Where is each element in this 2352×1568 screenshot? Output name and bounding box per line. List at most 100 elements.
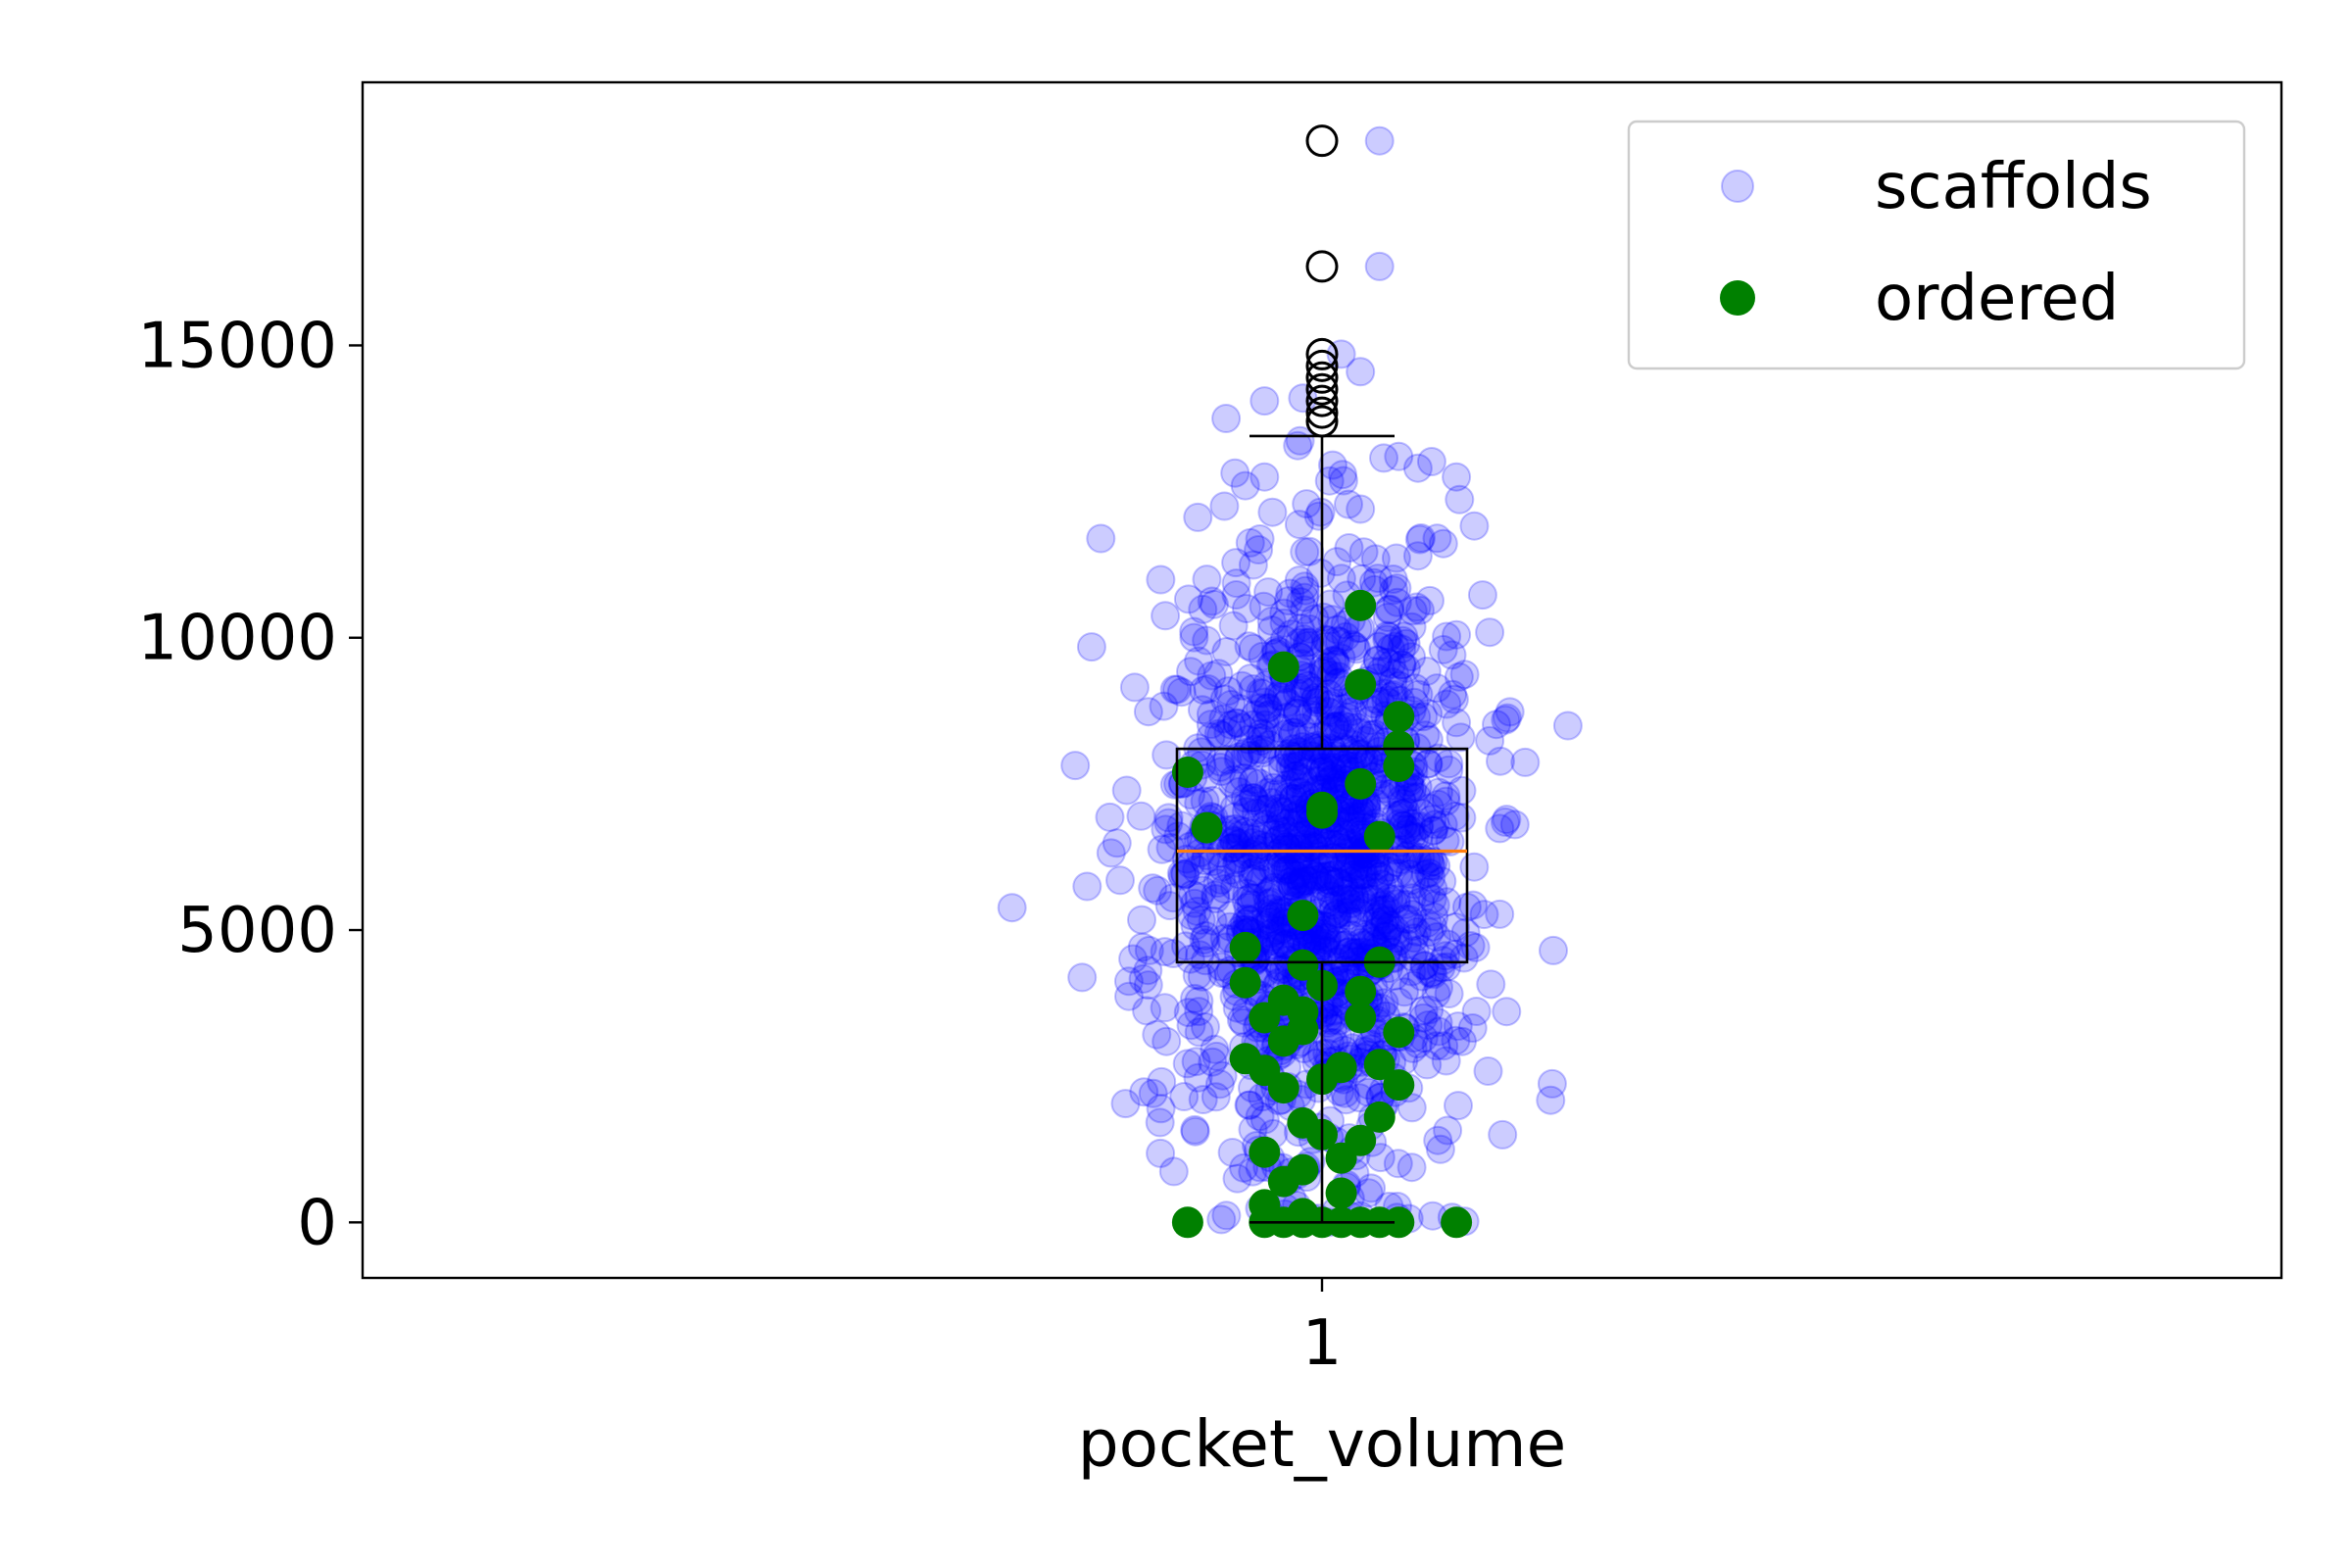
scaffold-point — [1339, 854, 1369, 884]
scaffold-point — [1372, 624, 1402, 655]
scaffold-point — [1442, 619, 1472, 650]
scaffold-point — [1222, 1163, 1252, 1194]
scaffold-point — [1298, 845, 1328, 875]
scaffold-point — [1419, 902, 1449, 932]
scaffold-point — [1349, 919, 1380, 950]
outlier-point — [1305, 124, 1339, 158]
scaffold-point — [1411, 846, 1442, 876]
scaffold-point — [1437, 640, 1467, 670]
scaffold-point — [1292, 489, 1322, 519]
y-tick-label: 0 — [297, 1187, 337, 1259]
ordered-point — [1229, 931, 1261, 963]
outlier-point — [1305, 250, 1339, 283]
scaffold-point — [1225, 815, 1255, 846]
scaffold-point — [1133, 956, 1163, 986]
scaffold-point — [1402, 772, 1433, 802]
scaffold-point — [1299, 831, 1330, 861]
scaffold-point — [1203, 718, 1234, 749]
scaffold-point — [1318, 859, 1348, 890]
scaffold-point — [1307, 757, 1338, 787]
scaffold-point — [1510, 747, 1541, 777]
scaffold-point — [1387, 650, 1417, 680]
scaffold-point — [1290, 865, 1320, 896]
scaffold-point — [1230, 470, 1260, 501]
scaffold-point — [1315, 760, 1346, 791]
scaffold-point — [1431, 786, 1461, 816]
scaffold-point — [1234, 838, 1264, 868]
scaffold-point — [1323, 710, 1352, 741]
scaffold-point — [1425, 1134, 1455, 1164]
scaffold-point — [1279, 752, 1309, 782]
scaffold-point — [1200, 884, 1231, 914]
scaffold-point — [1232, 878, 1262, 908]
scaffold-point — [1413, 749, 1444, 779]
scaffold-point — [1256, 944, 1286, 973]
scaffold-point — [1249, 591, 1279, 621]
scaffold-point — [1302, 736, 1333, 766]
scaffold-point — [1221, 548, 1251, 578]
scaffold-point — [1411, 657, 1442, 686]
scaffold-point — [1306, 870, 1337, 901]
scaffold-point — [1256, 615, 1287, 645]
scaffold-point — [1221, 580, 1251, 610]
scaffold-point — [1345, 717, 1375, 748]
ordered-scatter-layer — [1171, 589, 1473, 1239]
scaffold-point — [1170, 858, 1200, 889]
scaffold-point — [1102, 828, 1132, 858]
scaffold-point — [1358, 567, 1389, 598]
scaffold-point — [1270, 930, 1300, 959]
scaffold-point — [1331, 834, 1361, 864]
scaffold-point — [1230, 783, 1260, 813]
ordered-point — [1267, 651, 1299, 683]
scaffold-point — [1405, 887, 1436, 917]
scaffold-point — [1324, 884, 1354, 914]
scaffold-point — [1310, 631, 1341, 662]
scaffold-point — [1250, 809, 1281, 840]
scaffold-point — [1188, 1085, 1218, 1114]
scaffold-point — [1264, 928, 1295, 958]
scaffold-point — [1361, 877, 1391, 907]
scaffold-point — [1375, 594, 1405, 624]
scaffold-point — [1255, 906, 1286, 937]
scaffold-point — [1224, 776, 1254, 807]
ordered-point — [1345, 668, 1377, 701]
scaffold-point — [1446, 775, 1477, 806]
scaffold-point — [1192, 625, 1222, 656]
ordered-point — [1363, 1101, 1396, 1133]
scaffold-point — [1308, 756, 1338, 786]
scaffold-point — [1248, 678, 1278, 709]
scaffold-point — [1312, 922, 1343, 953]
scaffold-point — [1396, 1152, 1427, 1183]
scaffold-point — [1276, 619, 1306, 650]
scaffold-point — [1211, 1200, 1242, 1231]
scaffold-point — [1431, 781, 1461, 811]
scaffold-point — [1336, 889, 1366, 919]
scaffold-point — [1311, 925, 1342, 956]
scaffold-point — [1312, 625, 1343, 656]
scaffold-point — [1233, 789, 1263, 819]
scaffold-point — [1261, 915, 1291, 946]
scaffold-point — [1397, 911, 1428, 942]
scaffold-point — [1206, 952, 1237, 982]
box-plot-layer — [1175, 124, 1469, 1224]
legend-marker-scaffolds — [1721, 170, 1754, 203]
scaffold-point — [1303, 501, 1334, 531]
scaffold-point — [1348, 883, 1379, 913]
scaffold-point — [1211, 637, 1242, 666]
scaffold-point — [1421, 1031, 1451, 1061]
scaffold-point — [1329, 744, 1358, 774]
scaffold-point — [1072, 871, 1102, 902]
scaffold-point — [1442, 462, 1472, 492]
scaffold-point — [1286, 587, 1316, 617]
ordered-point — [1325, 1177, 1357, 1209]
scaffold-point — [1149, 691, 1179, 721]
scaffold-point — [1251, 814, 1282, 845]
scaffold-point — [1309, 656, 1340, 686]
scaffold-point — [1240, 786, 1270, 815]
scaffold-point — [1169, 1082, 1200, 1111]
scaffold-point — [1224, 694, 1254, 723]
scaffold-point — [1187, 695, 1217, 725]
scaffold-point — [1291, 820, 1320, 850]
scaffold-point — [1327, 824, 1357, 855]
scaffold-point — [1207, 1060, 1238, 1091]
